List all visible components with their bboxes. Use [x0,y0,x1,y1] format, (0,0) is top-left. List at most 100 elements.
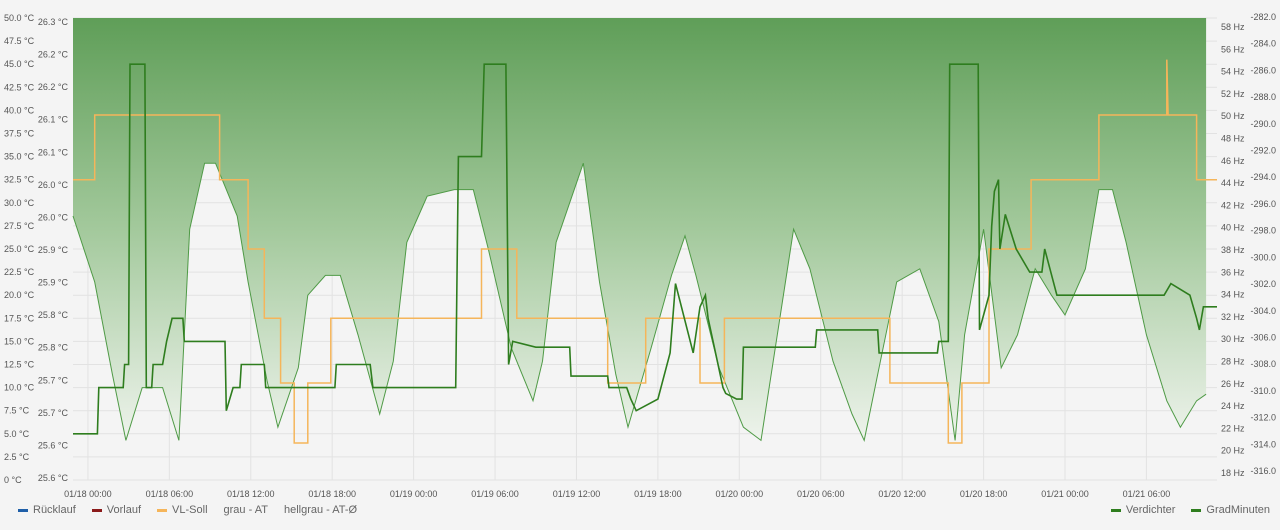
y-tick-label-right-outer: -308.0 [1250,359,1276,369]
temperature-area [73,18,1207,441]
y-tick-label-right-outer: -292.0 [1250,146,1276,156]
legend-label: grau - AT [223,504,268,516]
chart: 50.0 °C 47.5 °C 45.0 °C 42.5 °C 40.0 °C 37.5 … [4,12,1276,499]
x-tick-label: 01/19 00:00 [390,489,438,499]
legend-label: GradMinuten [1206,504,1270,516]
y-tick-label-right-outer: -304.0 [1250,306,1276,316]
y-tick-label-right-inner: 44 Hz [1221,178,1245,188]
legend-label: Vorlauf [106,504,142,516]
y-tick-label-left-outer: 15.0 °C [4,336,35,346]
y-tick-label-left-outer: 2.5 °C [4,452,30,462]
y-tick-label-left-outer: 7.5 °C [4,406,30,416]
y-tick-label-left-inner: 26.3 °C [38,17,69,27]
x-tick-label: 01/19 06:00 [471,489,519,499]
y-tick-label-right-inner: 32 Hz [1221,312,1245,322]
y-tick-label-left-inner: 26.2 °C [38,50,69,60]
y-tick-label-right-inner: 30 Hz [1221,334,1245,344]
y-tick-label-left-outer: 22.5 °C [4,267,35,277]
y-tick-label-left-outer: 40.0 °C [4,105,35,115]
y-tick-label-right-outer: -290.0 [1250,119,1276,129]
legend-label: VL-Soll [172,504,208,516]
legend-swatch [1191,508,1202,512]
y-tick-label-right-outer: -286.0 [1250,65,1276,75]
y-tick-label-left-outer: 27.5 °C [4,221,35,231]
y-tick-label-right-outer: -284.0 [1250,39,1276,49]
x-tick-label: 01/18 12:00 [227,489,275,499]
y-tick-label-right-outer: -296.0 [1250,199,1276,209]
y-tick-label-right-outer: -294.0 [1250,172,1276,182]
x-tick-label: 01/18 00:00 [64,489,112,499]
y-tick-label-left-outer: 30.0 °C [4,198,35,208]
grau-at-line [72,162,1207,442]
legend-swatch [1110,508,1121,512]
y-tick-label-right-inner: 28 Hz [1221,357,1245,367]
y-tick-label-right-inner: 26 Hz [1221,379,1245,389]
y-tick-label-right-inner: 48 Hz [1221,134,1245,144]
y-tick-label-left-outer: 47.5 °C [4,36,35,46]
x-tick-label: 01/19 12:00 [553,489,601,499]
y-tick-label-left-inner: 25.9 °C [38,245,69,255]
y-tick-label-left-inner: 25.6 °C [38,440,69,450]
x-tick-label: 01/20 06:00 [797,489,845,499]
legend-item-vorlauf[interactable]: Vorlauf [91,504,142,516]
y-tick-label-right-inner: 46 Hz [1221,156,1245,166]
y-tick-label-left-outer: 50.0 °C [4,13,35,23]
legend-swatch [157,508,168,512]
y-tick-label-right-outer: -288.0 [1250,92,1276,102]
x-tick-label: 01/18 06:00 [146,489,194,499]
right-outer-axis: -282.0 -284.0 -286.0 -288.0 -290.0 -292.0 -294… [1250,12,1276,476]
x-tick-label: 01/20 12:00 [878,489,926,499]
y-tick-label-right-outer: -310.0 [1250,386,1276,396]
legend-item-gradminuten[interactable]: GradMinuten [1191,504,1270,516]
y-tick-label-right-inner: 34 Hz [1221,290,1245,300]
y-tick-label-left-outer: 25.0 °C [4,244,35,254]
legend-left: Rücklauf Vorlauf VL-Soll grau - AT hellg… [18,504,357,516]
y-tick-label-left-inner: 25.6 °C [38,473,69,483]
legend-item-vl-soll[interactable]: VL-Soll [157,504,208,516]
legend-swatch [18,508,28,512]
x-tick-label: 01/21 00:00 [1041,489,1089,499]
y-tick-label-right-inner: 56 Hz [1221,44,1245,54]
y-tick-label-left-outer: 42.5 °C [4,82,35,92]
y-tick-label-right-outer: -298.0 [1250,226,1276,236]
x-tick-label: 01/20 18:00 [960,489,1008,499]
y-tick-label-left-outer: 20.0 °C [4,290,35,300]
legend-label: Rücklauf [33,504,76,516]
x-tick-label: 01/21 06:00 [1123,489,1171,499]
vl-soll-series-line [73,59,1217,444]
y-tick-label-left-outer: 12.5 °C [4,360,35,370]
y-tick-label-left-outer: 35.0 °C [4,152,35,162]
y-tick-label-right-outer: -312.0 [1250,413,1276,423]
y-tick-label-left-outer: 37.5 °C [4,129,35,139]
legend-item-hellgrau-at[interactable]: hellgrau - AT-Ø [284,504,357,516]
y-tick-label-right-inner: 40 Hz [1221,223,1245,233]
right-inner-axis: 58 Hz 56 Hz 54 Hz 52 Hz 50 Hz 48 Hz 46 Hz 44 Hz… [1221,22,1245,478]
y-tick-label-left-outer: 10.0 °C [4,383,35,393]
y-tick-label-right-outer: -300.0 [1250,252,1276,262]
y-tick-label-right-inner: 58 Hz [1221,22,1245,32]
legend-right: Verdichter GradMinuten [1110,504,1270,516]
y-tick-label-left-inner: 25.9 °C [38,278,69,288]
y-tick-label-left-outer: 45.0 °C [4,59,35,69]
y-tick-label-right-inner: 20 Hz [1221,446,1245,456]
y-tick-label-right-inner: 42 Hz [1221,200,1245,210]
vl-soll-line [73,59,1217,444]
y-tick-label-left-inner: 25.8 °C [38,343,69,353]
legend-item-verdichter[interactable]: Verdichter [1110,504,1176,516]
y-tick-label-left-inner: 26.2 °C [38,82,69,92]
x-tick-label: 01/18 18:00 [308,489,356,499]
left-outer-axis: 50.0 °C 47.5 °C 45.0 °C 42.5 °C 40.0 °C 37.5 … [4,13,35,485]
y-tick-label-right-inner: 38 Hz [1221,245,1245,255]
y-tick-label-left-outer: 0 °C [4,475,22,485]
y-tick-label-left-inner: 26.1 °C [38,115,69,125]
legend-item-grau-at[interactable]: grau - AT [224,504,268,516]
legend-item-ruecklauf[interactable]: Rücklauf [18,504,76,516]
y-tick-label-right-outer: -302.0 [1250,279,1276,289]
y-tick-label-left-inner: 26.0 °C [38,212,69,222]
y-tick-label-left-inner: 25.7 °C [38,375,69,385]
verdichter-line [73,63,1217,435]
x-tick-label: 01/20 00:00 [716,489,764,499]
left-inner-axis: 26.3 °C 26.2 °C 26.2 °C 26.1 °C 26.1 °C 26.0 … [38,17,69,483]
y-tick-label-left-inner: 25.8 °C [38,310,69,320]
legend-label: Verdichter [1125,504,1176,516]
